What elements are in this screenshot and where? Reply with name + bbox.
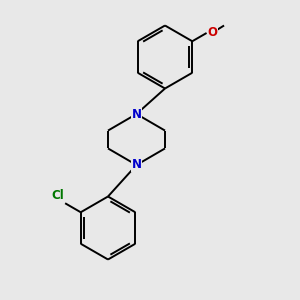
Text: O: O bbox=[208, 26, 218, 40]
Text: N: N bbox=[131, 158, 142, 172]
Text: N: N bbox=[131, 107, 142, 121]
Text: Cl: Cl bbox=[51, 189, 64, 202]
